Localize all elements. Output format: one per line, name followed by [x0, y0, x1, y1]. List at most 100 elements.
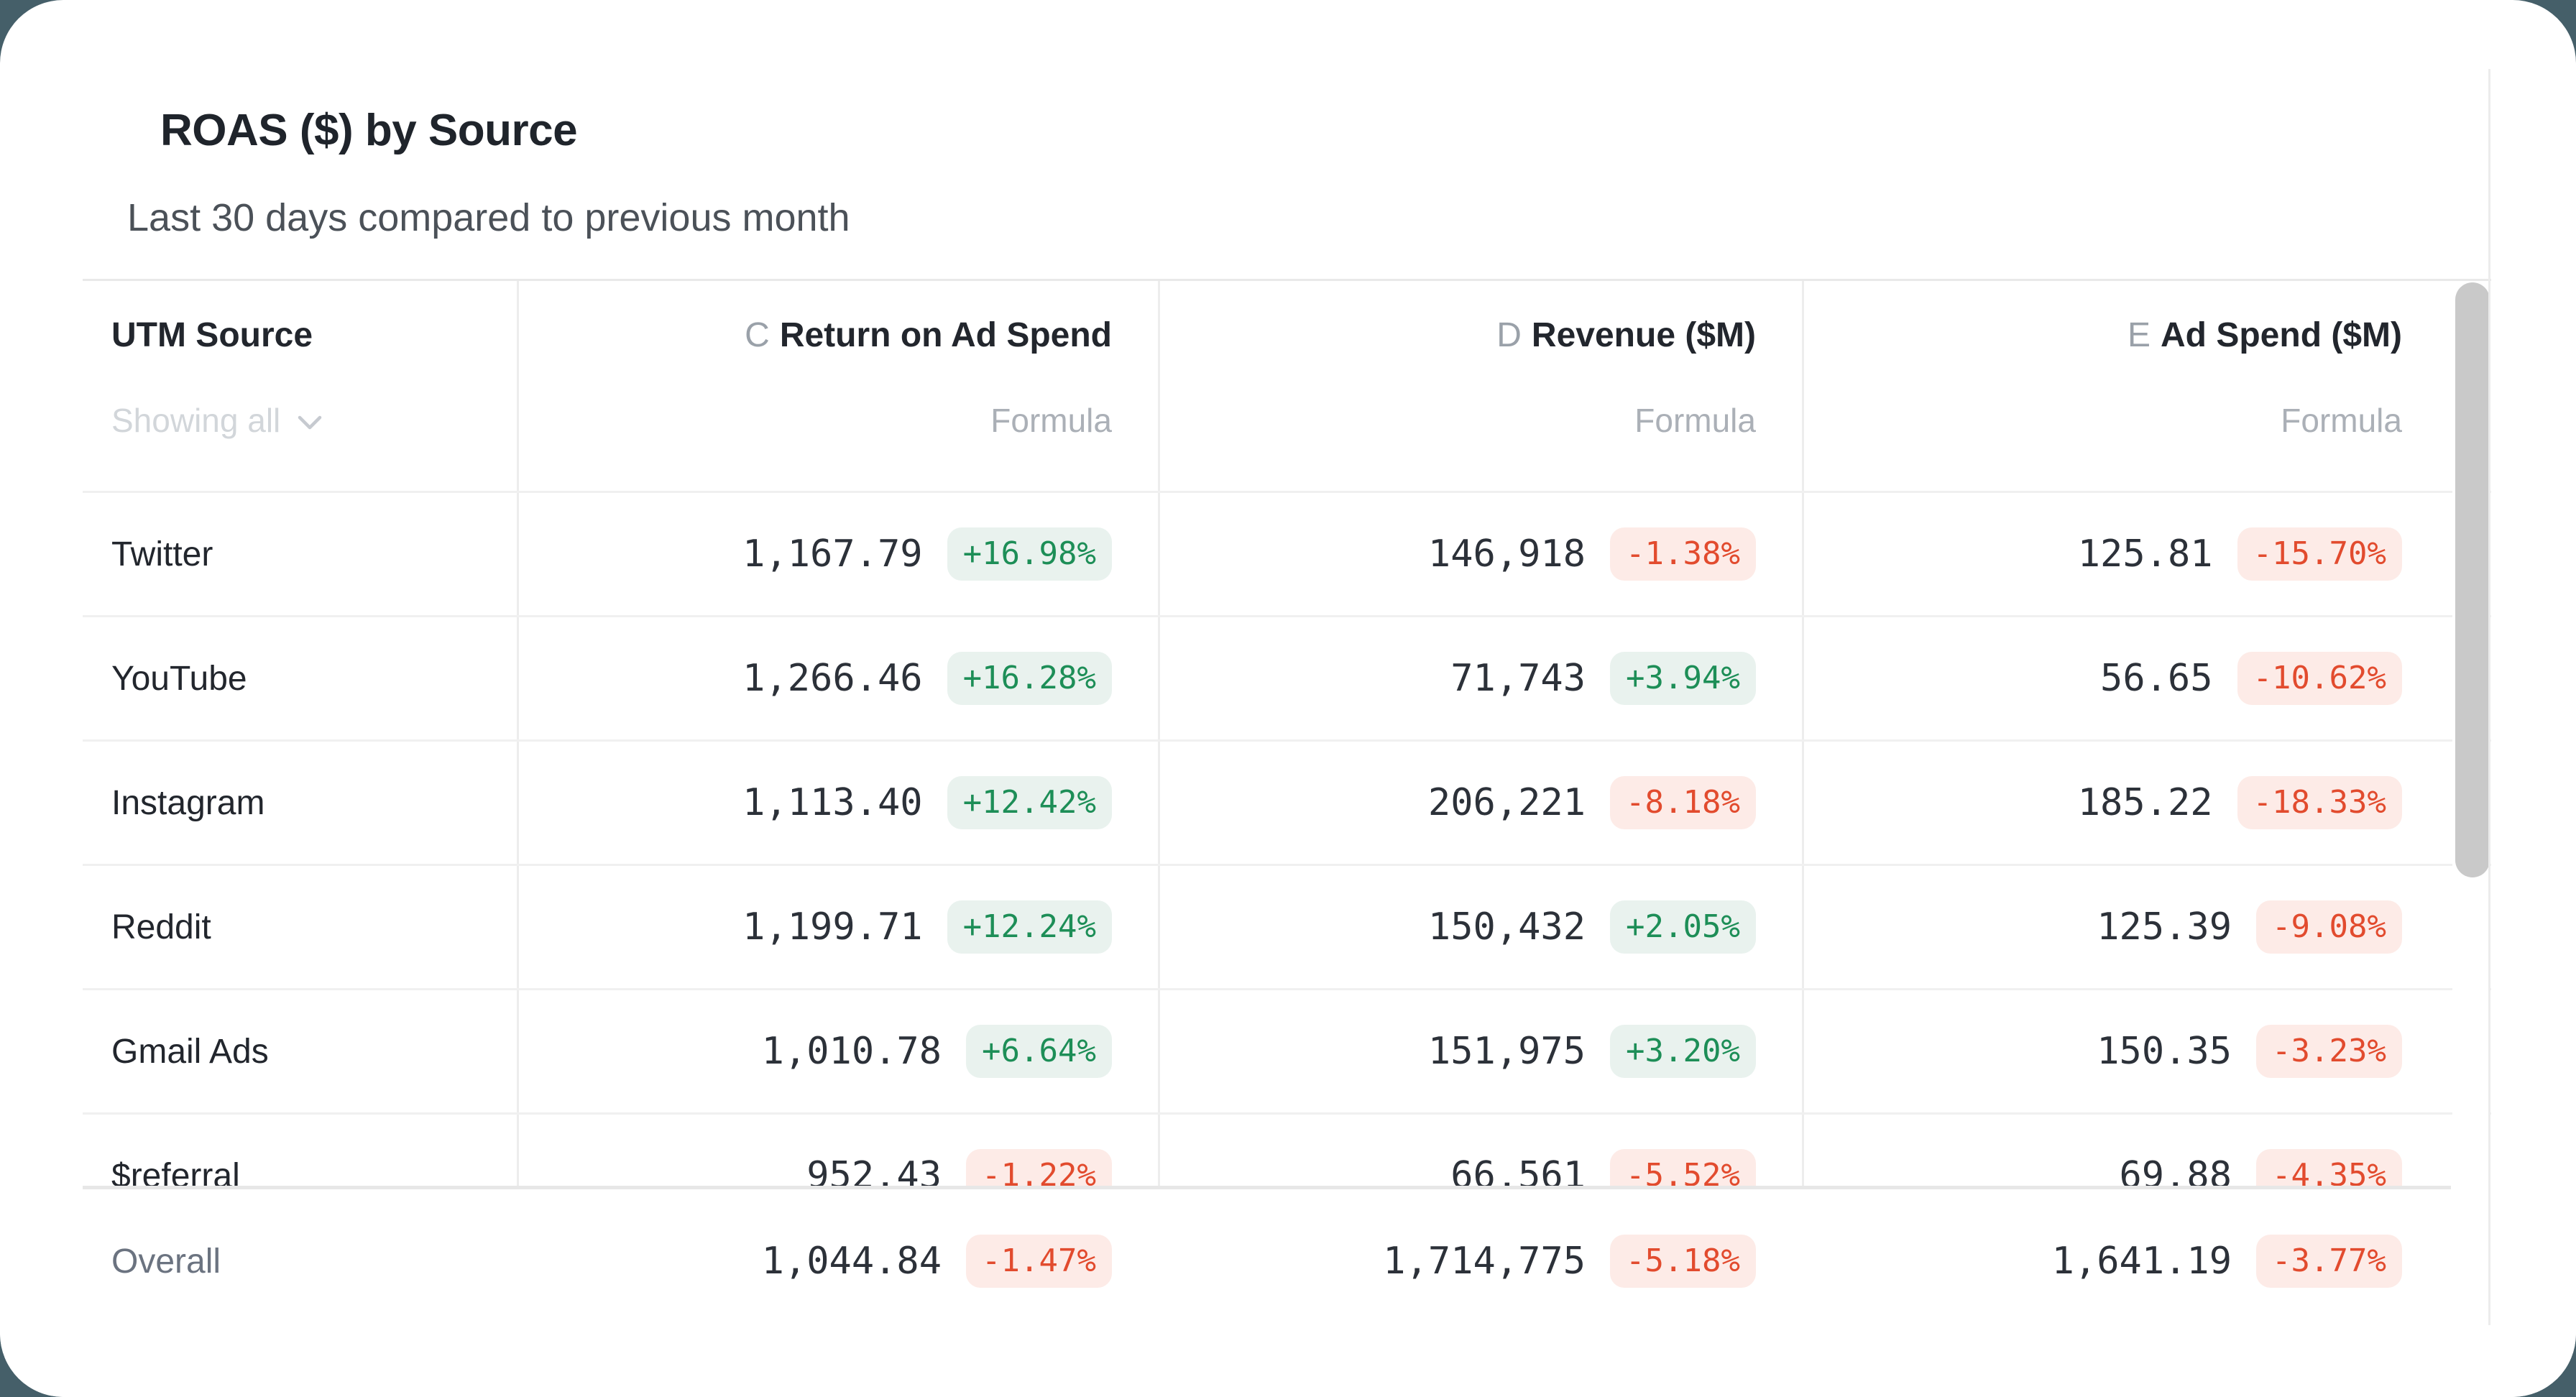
row-source-label: YouTube — [111, 659, 247, 698]
roas-value: 1,113.40 — [742, 781, 923, 824]
ad-spend-cell: 150.35 -3.23% — [1802, 990, 2491, 1112]
header-return-on-ad-spend[interactable]: C Return on Ad Spend Formula — [517, 281, 1158, 491]
revenue-value: 66,561 — [1450, 1154, 1586, 1186]
ad-spend-change-badge: -3.23% — [2256, 1025, 2402, 1078]
table-row-reddit: Reddit 1,199.71 +12.24% 150,432 +2.05% 1… — [83, 866, 2491, 990]
roas-cell: 952.43 -1.22% — [517, 1115, 1158, 1186]
ad-spend-change-badge: -18.33% — [2237, 776, 2402, 829]
revenue-value: 206,221 — [1427, 781, 1586, 824]
header-utm-source: UTM Source Showing all — [83, 281, 517, 491]
ad-spend-value: 185.22 — [2077, 781, 2213, 824]
revenue-change-badge: -5.18% — [1610, 1235, 1756, 1288]
revenue-change-badge: +3.94% — [1610, 652, 1756, 705]
roas-change-badge: +16.28% — [947, 652, 1112, 705]
roas-change-badge: +12.24% — [947, 900, 1112, 954]
card-subtitle: Last 30 days compared to previous month — [127, 196, 850, 239]
revenue-value: 146,918 — [1427, 532, 1586, 576]
ad-spend-change-badge: -4.35% — [2256, 1149, 2402, 1186]
ad-spend-value: 125.39 — [2097, 905, 2232, 949]
revenue-cell: 146,918 -1.38% — [1158, 493, 1802, 615]
roas-cell: 1,113.40 +12.42% — [517, 742, 1158, 864]
table-header-row: UTM Source Showing all C Return on Ad Spe… — [83, 279, 2491, 493]
ad-spend-value: 1,641.19 — [2051, 1240, 2232, 1283]
row-source-label: Reddit — [111, 908, 211, 946]
roas-cell: 1,266.46 +16.28% — [517, 617, 1158, 739]
card-title: ROAS ($) by Source — [160, 106, 578, 155]
ad-spend-value: 69.88 — [2119, 1154, 2232, 1186]
roas-cell: 1,010.78 +6.64% — [517, 990, 1158, 1112]
column-c-formula-label: Formula — [990, 402, 1112, 439]
source-filter-dropdown[interactable]: Showing all — [111, 401, 517, 440]
ad-spend-cell: 56.65 -10.62% — [1802, 617, 2491, 739]
roas-value: 1,199.71 — [742, 905, 923, 949]
scrollbar-thumb[interactable] — [2455, 282, 2490, 877]
column-e-key: E — [2128, 316, 2151, 354]
overall-ad-spend-cell: 1,641.19 -3.77% — [1802, 1235, 2491, 1288]
revenue-value: 151,975 — [1427, 1030, 1586, 1073]
table-right-edge-divider — [2488, 69, 2490, 1325]
table-row-instagram: Instagram 1,113.40 +12.42% 206,221 -8.18… — [83, 742, 2491, 866]
table-row-youtube: YouTube 1,266.46 +16.28% 71,743 +3.94% 5… — [83, 617, 2491, 742]
revenue-value: 71,743 — [1450, 657, 1586, 700]
row-source-label: Twitter — [111, 535, 213, 573]
column-d-title: D Revenue ($M) — [1496, 316, 1756, 354]
row-source-label: Instagram — [111, 783, 265, 822]
overall-roas-cell: 1,044.84 -1.47% — [517, 1235, 1158, 1288]
table-row-gmail-ads: Gmail Ads 1,010.78 +6.64% 151,975 +3.20%… — [83, 990, 2491, 1115]
column-c-title: C Return on Ad Spend — [745, 316, 1112, 354]
revenue-value: 150,432 — [1427, 905, 1586, 949]
revenue-cell: 151,975 +3.20% — [1158, 990, 1802, 1112]
header-revenue[interactable]: D Revenue ($M) Formula — [1158, 281, 1802, 491]
roas-change-badge: +12.42% — [947, 776, 1112, 829]
revenue-change-badge: -8.18% — [1610, 776, 1756, 829]
column-d-key: D — [1496, 316, 1522, 354]
revenue-cell: 150,432 +2.05% — [1158, 866, 1802, 988]
revenue-cell: 71,743 +3.94% — [1158, 617, 1802, 739]
revenue-change-badge: +3.20% — [1610, 1025, 1756, 1078]
column-e-title: E Ad Spend ($M) — [2128, 316, 2402, 354]
roas-value: 1,266.46 — [742, 657, 923, 700]
roas-value: 952.43 — [806, 1154, 942, 1186]
ad-spend-cell: 69.88 -4.35% — [1802, 1115, 2491, 1186]
ad-spend-value: 125.81 — [2077, 532, 2213, 576]
roas-table: UTM Source Showing all C Return on Ad Spe… — [83, 279, 2491, 1186]
roas-cell: 1,199.71 +12.24% — [517, 866, 1158, 988]
roas-change-badge: -1.47% — [966, 1235, 1112, 1288]
roas-value: 1,044.84 — [761, 1240, 942, 1283]
row-source-label: Gmail Ads — [111, 1032, 269, 1071]
utm-source-label: UTM Source — [111, 316, 313, 354]
column-d-formula-label: Formula — [1634, 402, 1756, 439]
ad-spend-change-badge: -9.08% — [2256, 900, 2402, 954]
overall-label: Overall — [111, 1242, 221, 1281]
row-source-label: $referral — [111, 1156, 240, 1186]
column-e-formula-label: Formula — [2281, 402, 2402, 439]
roas-value: 1,167.79 — [742, 532, 923, 576]
ad-spend-change-badge: -10.62% — [2237, 652, 2402, 705]
ad-spend-cell: 125.81 -15.70% — [1802, 493, 2491, 615]
roas-cell: 1,167.79 +16.98% — [517, 493, 1158, 615]
revenue-change-badge: +2.05% — [1610, 900, 1756, 954]
overall-revenue-cell: 1,714,775 -5.18% — [1158, 1235, 1802, 1288]
ad-spend-change-badge: -15.70% — [2237, 527, 2402, 581]
chevron-down-icon — [298, 415, 322, 430]
table-footer: Overall 1,044.84 -1.47% 1,714,775 -5.18%… — [0, 1186, 2576, 1397]
revenue-cell: 206,221 -8.18% — [1158, 742, 1802, 864]
roas-change-badge: -1.22% — [966, 1149, 1112, 1186]
ad-spend-value: 150.35 — [2097, 1030, 2232, 1073]
ad-spend-value: 56.65 — [2100, 657, 2213, 700]
revenue-change-badge: -5.52% — [1610, 1149, 1756, 1186]
revenue-change-badge: -1.38% — [1610, 527, 1756, 581]
table-row-twitter: Twitter 1,167.79 +16.98% 146,918 -1.38% … — [83, 493, 2491, 617]
table-row-referral: $referral 952.43 -1.22% 66,561 -5.52% 69… — [83, 1115, 2491, 1186]
table-body: Twitter 1,167.79 +16.98% 146,918 -1.38% … — [83, 493, 2491, 1186]
roas-value: 1,010.78 — [761, 1030, 942, 1073]
ad-spend-cell: 125.39 -9.08% — [1802, 866, 2491, 988]
revenue-value: 1,714,775 — [1383, 1240, 1586, 1283]
column-c-key: C — [745, 316, 770, 354]
table-row-overall: Overall 1,044.84 -1.47% 1,714,775 -5.18%… — [83, 1189, 2491, 1333]
ad-spend-cell: 185.22 -18.33% — [1802, 742, 2491, 864]
roas-change-badge: +6.64% — [966, 1025, 1112, 1078]
header-ad-spend[interactable]: E Ad Spend ($M) Formula — [1802, 281, 2491, 491]
